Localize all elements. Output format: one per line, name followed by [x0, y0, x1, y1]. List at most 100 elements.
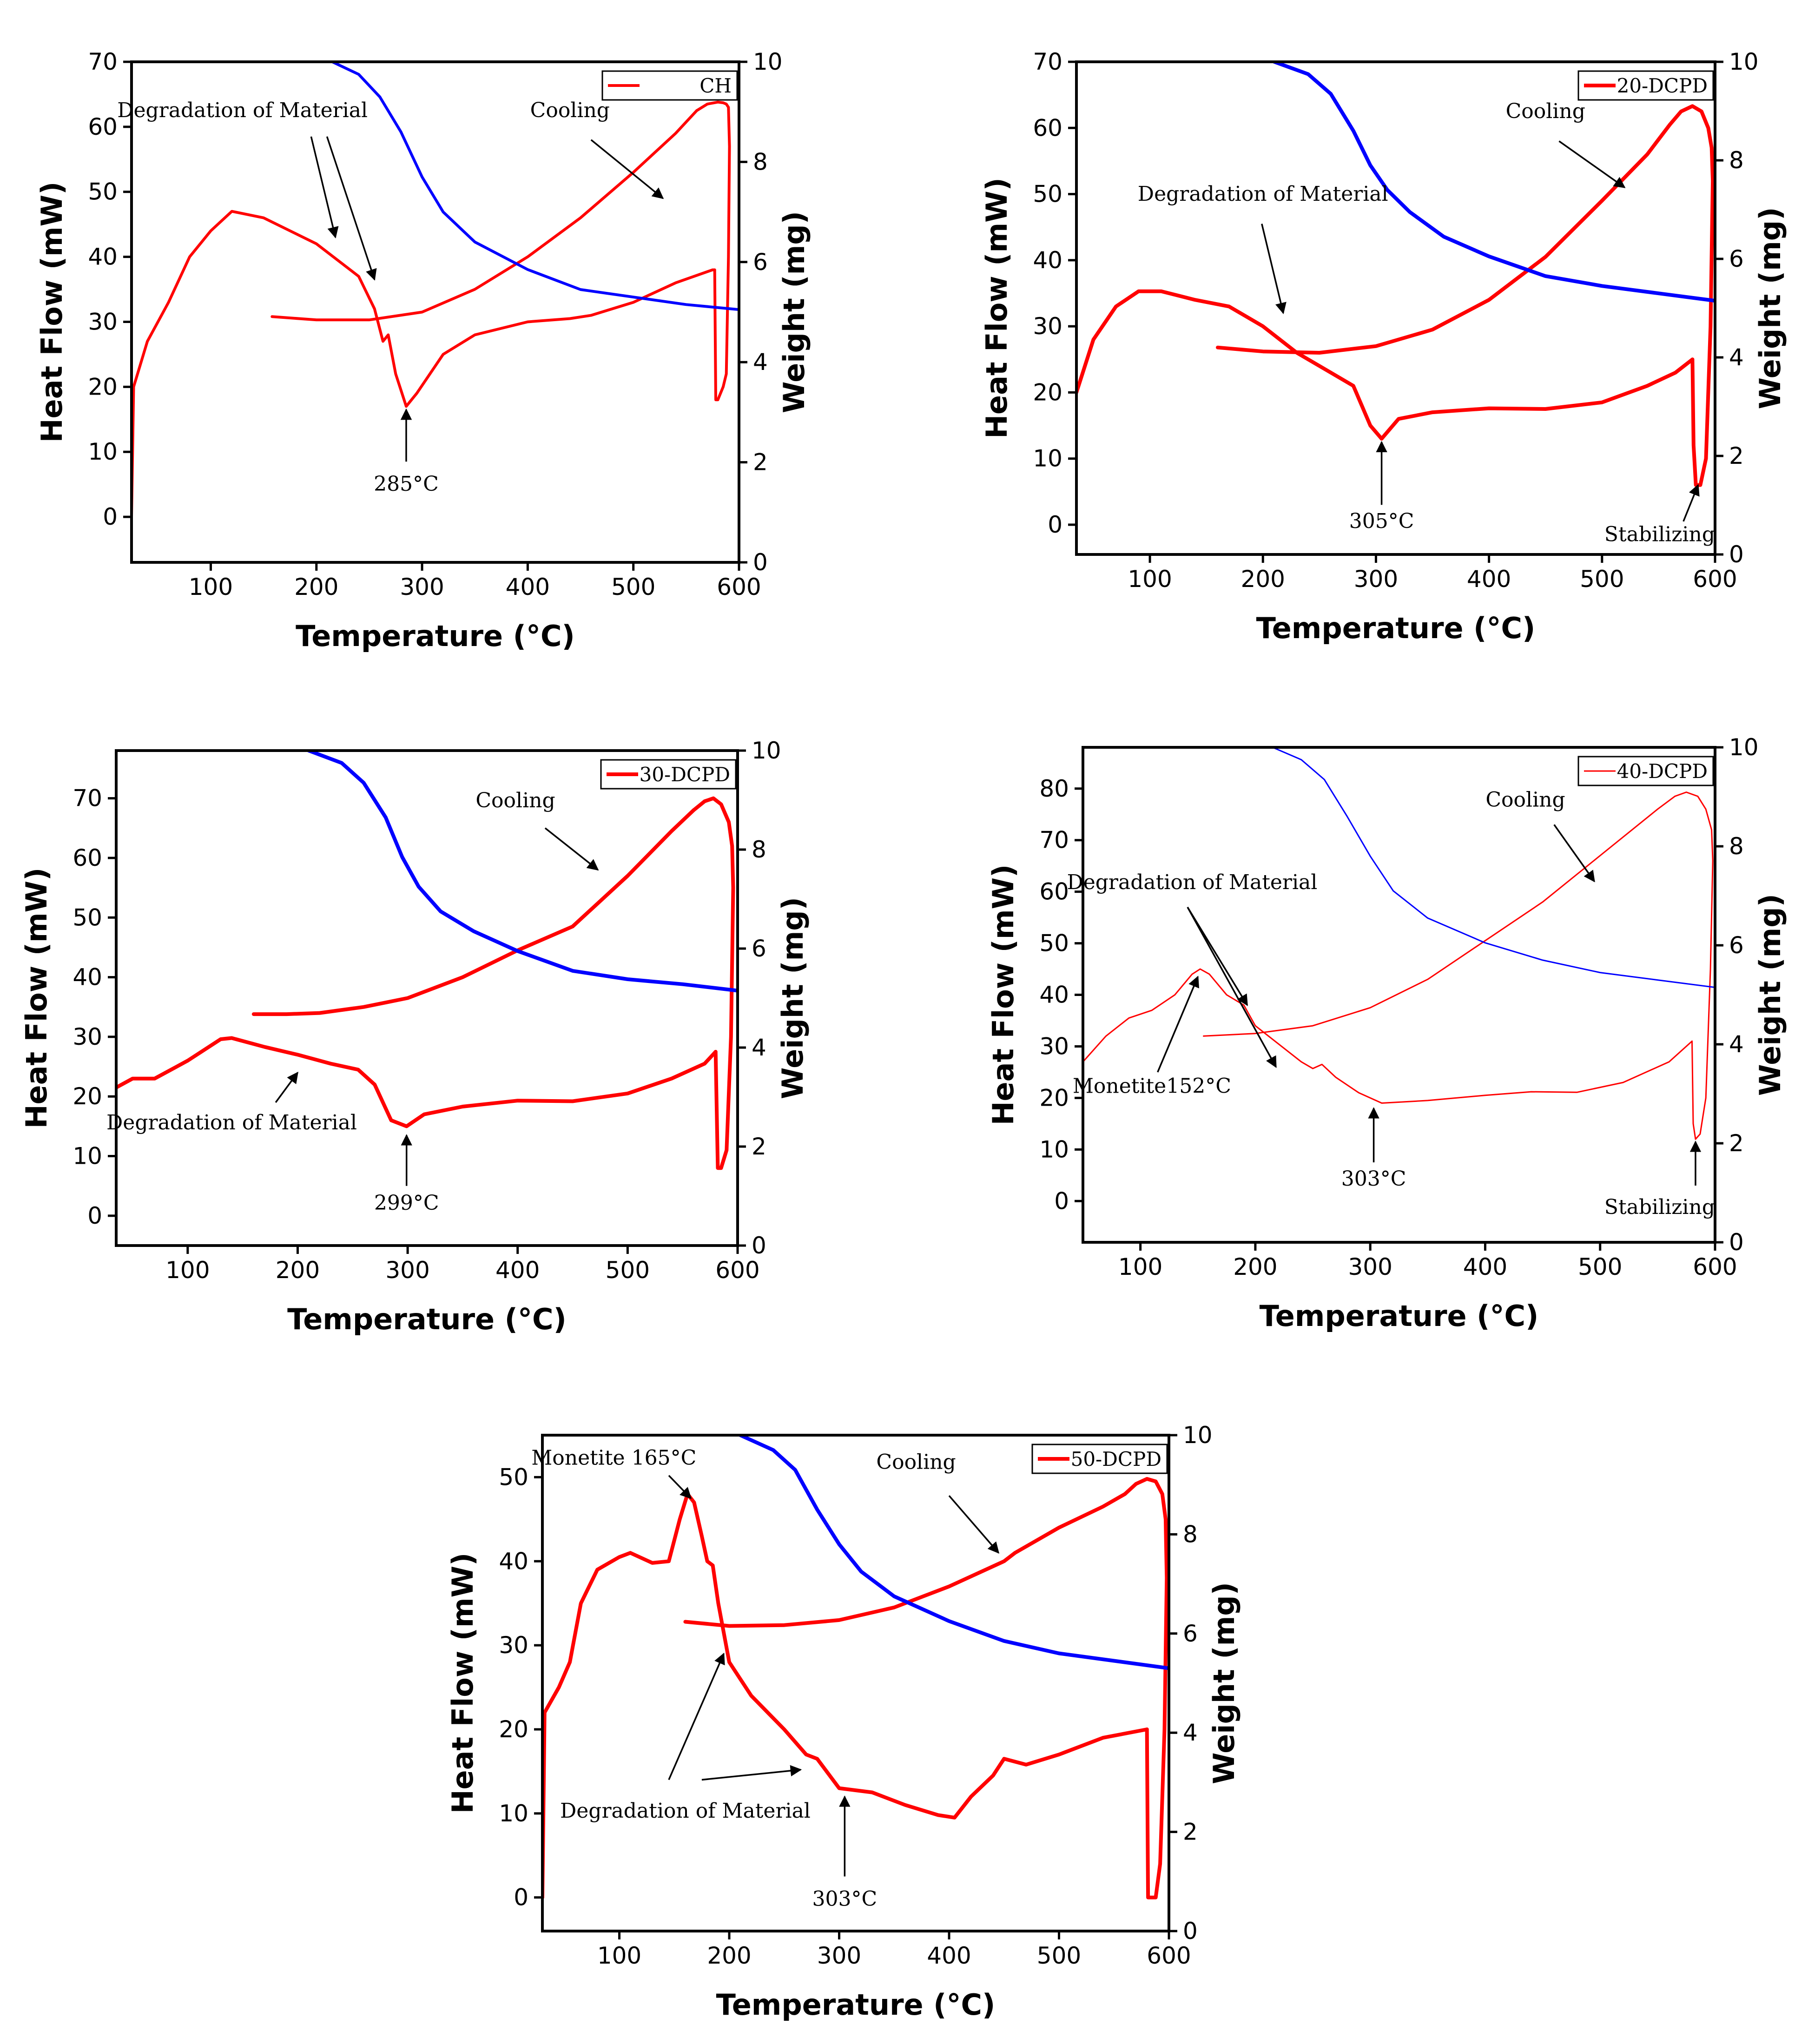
y2-tick-label: 10: [1729, 48, 1759, 75]
y2-tick-label: 6: [1729, 932, 1744, 959]
heat-flow-series-line: [1203, 795, 1676, 1037]
legend-label: 40-DCPD: [1617, 760, 1708, 783]
x-tick-label: 600: [717, 574, 761, 600]
annotation-arrow: [590, 139, 664, 199]
x-axis-title: Temperature (°C): [296, 619, 575, 653]
legend-label: CH: [699, 74, 732, 97]
y-tick-label: 70: [88, 48, 118, 75]
x-tick-label: 600: [1147, 1942, 1191, 1969]
legend: 20-DCPD: [1577, 70, 1714, 101]
weight-series-line: [1272, 62, 1715, 303]
y2-tick-label: 4: [1183, 1719, 1198, 1746]
x-tick-label: 300: [385, 1257, 429, 1284]
chart-dcpd30: 100 200 300 400 500 6000102030405060700246810…: [20, 737, 810, 1336]
y-tick-label: 0: [1048, 511, 1062, 538]
y-axis-title: Heat Flow (mW): [20, 868, 53, 1129]
y-tick-label: 50: [73, 904, 102, 931]
x-tick-label: 100: [1128, 566, 1172, 593]
annotation-label: Degradation of Material: [1138, 182, 1388, 206]
x-tick-label: 100: [189, 574, 233, 600]
annotation-label: Cooling: [876, 1450, 956, 1474]
annotation-arrow: [310, 136, 339, 239]
y-tick-label: 50: [1033, 181, 1062, 208]
y-tick-label: 50: [1039, 930, 1069, 957]
y2-tick-label: 2: [752, 1133, 766, 1160]
x-tick-label: 600: [1693, 566, 1737, 593]
annotation-arrow: [1261, 224, 1287, 315]
y2-tick-label: 4: [1729, 344, 1744, 371]
y-tick-label: 10: [1039, 1136, 1069, 1163]
y-tick-label: 70: [73, 785, 102, 812]
y2-tick-label: 10: [753, 48, 783, 75]
annotation-arrow: [326, 136, 377, 281]
y-tick-label: 30: [73, 1023, 102, 1050]
y-tick-label: 10: [73, 1143, 102, 1170]
y-tick-label: 30: [499, 1632, 528, 1659]
y-tick-label: 0: [514, 1884, 528, 1911]
y-tick-label: 40: [1039, 982, 1069, 1009]
legend-label: 50-DCPD: [1071, 1448, 1161, 1470]
plot-frame: [1075, 60, 1716, 556]
annotation-arrow: [1187, 907, 1277, 1068]
x-tick-label: 500: [606, 1257, 650, 1284]
series-group: [132, 62, 739, 519]
x-tick-label: 200: [294, 574, 338, 600]
weight-series-line: [1272, 747, 1715, 988]
y2-tick-label: 8: [752, 836, 766, 863]
heat-flow-series-line: [1674, 791, 1714, 1140]
heat-flow-series-line: [116, 1036, 718, 1128]
legend-label: 30-DCPD: [640, 763, 730, 786]
series-group: [1076, 62, 1715, 487]
y2-tick-label: 8: [753, 148, 768, 175]
x-tick-label: 100: [165, 1257, 210, 1284]
y-tick-label: 30: [1039, 1033, 1069, 1060]
x-axis-title: Temperature (°C): [287, 1302, 567, 1336]
y2-tick-label: 4: [1729, 1031, 1744, 1058]
y-axis-title: Heat Flow (mW): [986, 864, 1020, 1126]
x-tick-label: 500: [1578, 1253, 1622, 1280]
annotation-label: Monetite 165°C: [531, 1446, 696, 1470]
y-tick-label: 30: [1033, 313, 1062, 340]
y-tick-label: 70: [1039, 827, 1069, 854]
y-tick-label: 0: [103, 503, 118, 530]
heat-flow-series-line: [683, 1492, 1127, 1628]
annotation-arrow: [701, 1765, 802, 1781]
annotation-label: 305°C: [1349, 509, 1414, 533]
chart-dcpd40: 100 200 300 400 500 6000102030405060708002468…: [986, 734, 1787, 1333]
annotation-label: Stabilizing: [1604, 523, 1715, 547]
y-axis-title: Heat Flow (mW): [446, 1553, 480, 1814]
annotation-arrow: [275, 1071, 298, 1103]
y2-tick-label: 2: [753, 449, 768, 476]
weight-series-line: [738, 1435, 1169, 1670]
y-tick-label: 40: [73, 964, 102, 991]
annotation-label: Degradation of Material: [560, 1799, 811, 1823]
y-tick-label: 10: [88, 438, 118, 465]
x-tick-label: 400: [1463, 1253, 1507, 1280]
x-tick-label: 200: [276, 1257, 320, 1284]
y-tick-label: 10: [1033, 445, 1062, 472]
annotation-label: Degradation of Material: [1067, 870, 1317, 894]
y2-tick-label: 0: [1183, 1918, 1198, 1945]
heat-flow-series-line: [271, 109, 699, 322]
y-tick-label: 60: [1039, 878, 1069, 905]
legend: CH: [601, 70, 738, 101]
x-tick-label: 500: [1037, 1942, 1081, 1969]
y2-tick-label: 6: [752, 935, 766, 962]
plot-frame: [541, 1434, 1170, 1932]
heat-flow-series-line: [692, 796, 735, 1170]
series-group: [1083, 747, 1715, 1140]
x-tick-label: 600: [1693, 1253, 1737, 1280]
y-tick-label: 40: [499, 1548, 528, 1575]
heat-flow-series-line: [132, 210, 716, 519]
y-tick-label: 70: [1033, 48, 1062, 75]
heat-flow-series-line: [1123, 1477, 1169, 1899]
x-tick-label: 300: [817, 1942, 861, 1969]
annotation-arrow: [1683, 484, 1700, 522]
x-tick-label: 400: [506, 574, 550, 600]
annotation-label: 303°C: [1341, 1167, 1406, 1191]
annotation-label: Cooling: [475, 789, 555, 812]
annotation-arrow: [1553, 824, 1595, 883]
y2-tick-label: 4: [752, 1034, 766, 1061]
y-tick-label: 40: [1033, 247, 1062, 274]
x-tick-label: 200: [1241, 566, 1285, 593]
